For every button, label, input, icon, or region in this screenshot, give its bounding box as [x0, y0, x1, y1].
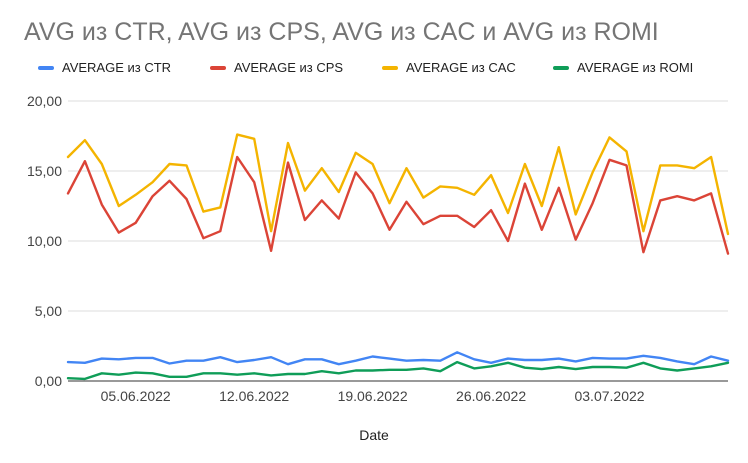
series-line-ctr [66, 351, 730, 366]
x-tick-label: 19.06.2022 [338, 388, 408, 404]
x-tick-label: 05.06.2022 [101, 388, 171, 404]
x-axis-label: Date [359, 427, 389, 443]
legend-label-ctr: AVERAGE из CTR [62, 60, 172, 75]
y-tick-label: 20,00 [27, 93, 62, 109]
series-line-cps [66, 155, 730, 255]
y-tick-label: 15,00 [27, 163, 62, 179]
legend-swatch-cps [210, 65, 226, 70]
legend-swatch-cac [382, 65, 398, 70]
y-tick-label: 10,00 [27, 233, 62, 249]
series-line-cac [66, 133, 730, 236]
x-tick-label: 12.06.2022 [219, 388, 289, 404]
legend-item-cps[interactable]: AVERAGE из CPS [210, 60, 343, 75]
legend: AVERAGE из CTR AVERAGE из CPS AVERAGE из… [0, 60, 748, 82]
x-tick-label: 03.07.2022 [574, 388, 644, 404]
series-line-romi [66, 360, 730, 381]
legend-swatch-romi [553, 65, 569, 70]
legend-item-cac[interactable]: AVERAGE из CAC [382, 60, 516, 75]
y-tick-label: 0,00 [35, 373, 62, 389]
legend-item-ctr[interactable]: AVERAGE из CTR [38, 60, 171, 75]
y-tick-label: 5,00 [35, 303, 62, 319]
legend-label-cps: AVERAGE из CPS [234, 60, 344, 75]
legend-item-romi[interactable]: AVERAGE из ROMI [553, 60, 693, 75]
legend-label-romi: AVERAGE из ROMI [577, 60, 694, 75]
legend-label-cac: AVERAGE из CAC [406, 60, 516, 75]
legend-swatch-ctr [38, 65, 54, 70]
x-tick-label: 26.06.2022 [456, 388, 526, 404]
chart-title: AVG из CTR, AVG из CPS, AVG из CAC и AVG… [24, 18, 659, 46]
